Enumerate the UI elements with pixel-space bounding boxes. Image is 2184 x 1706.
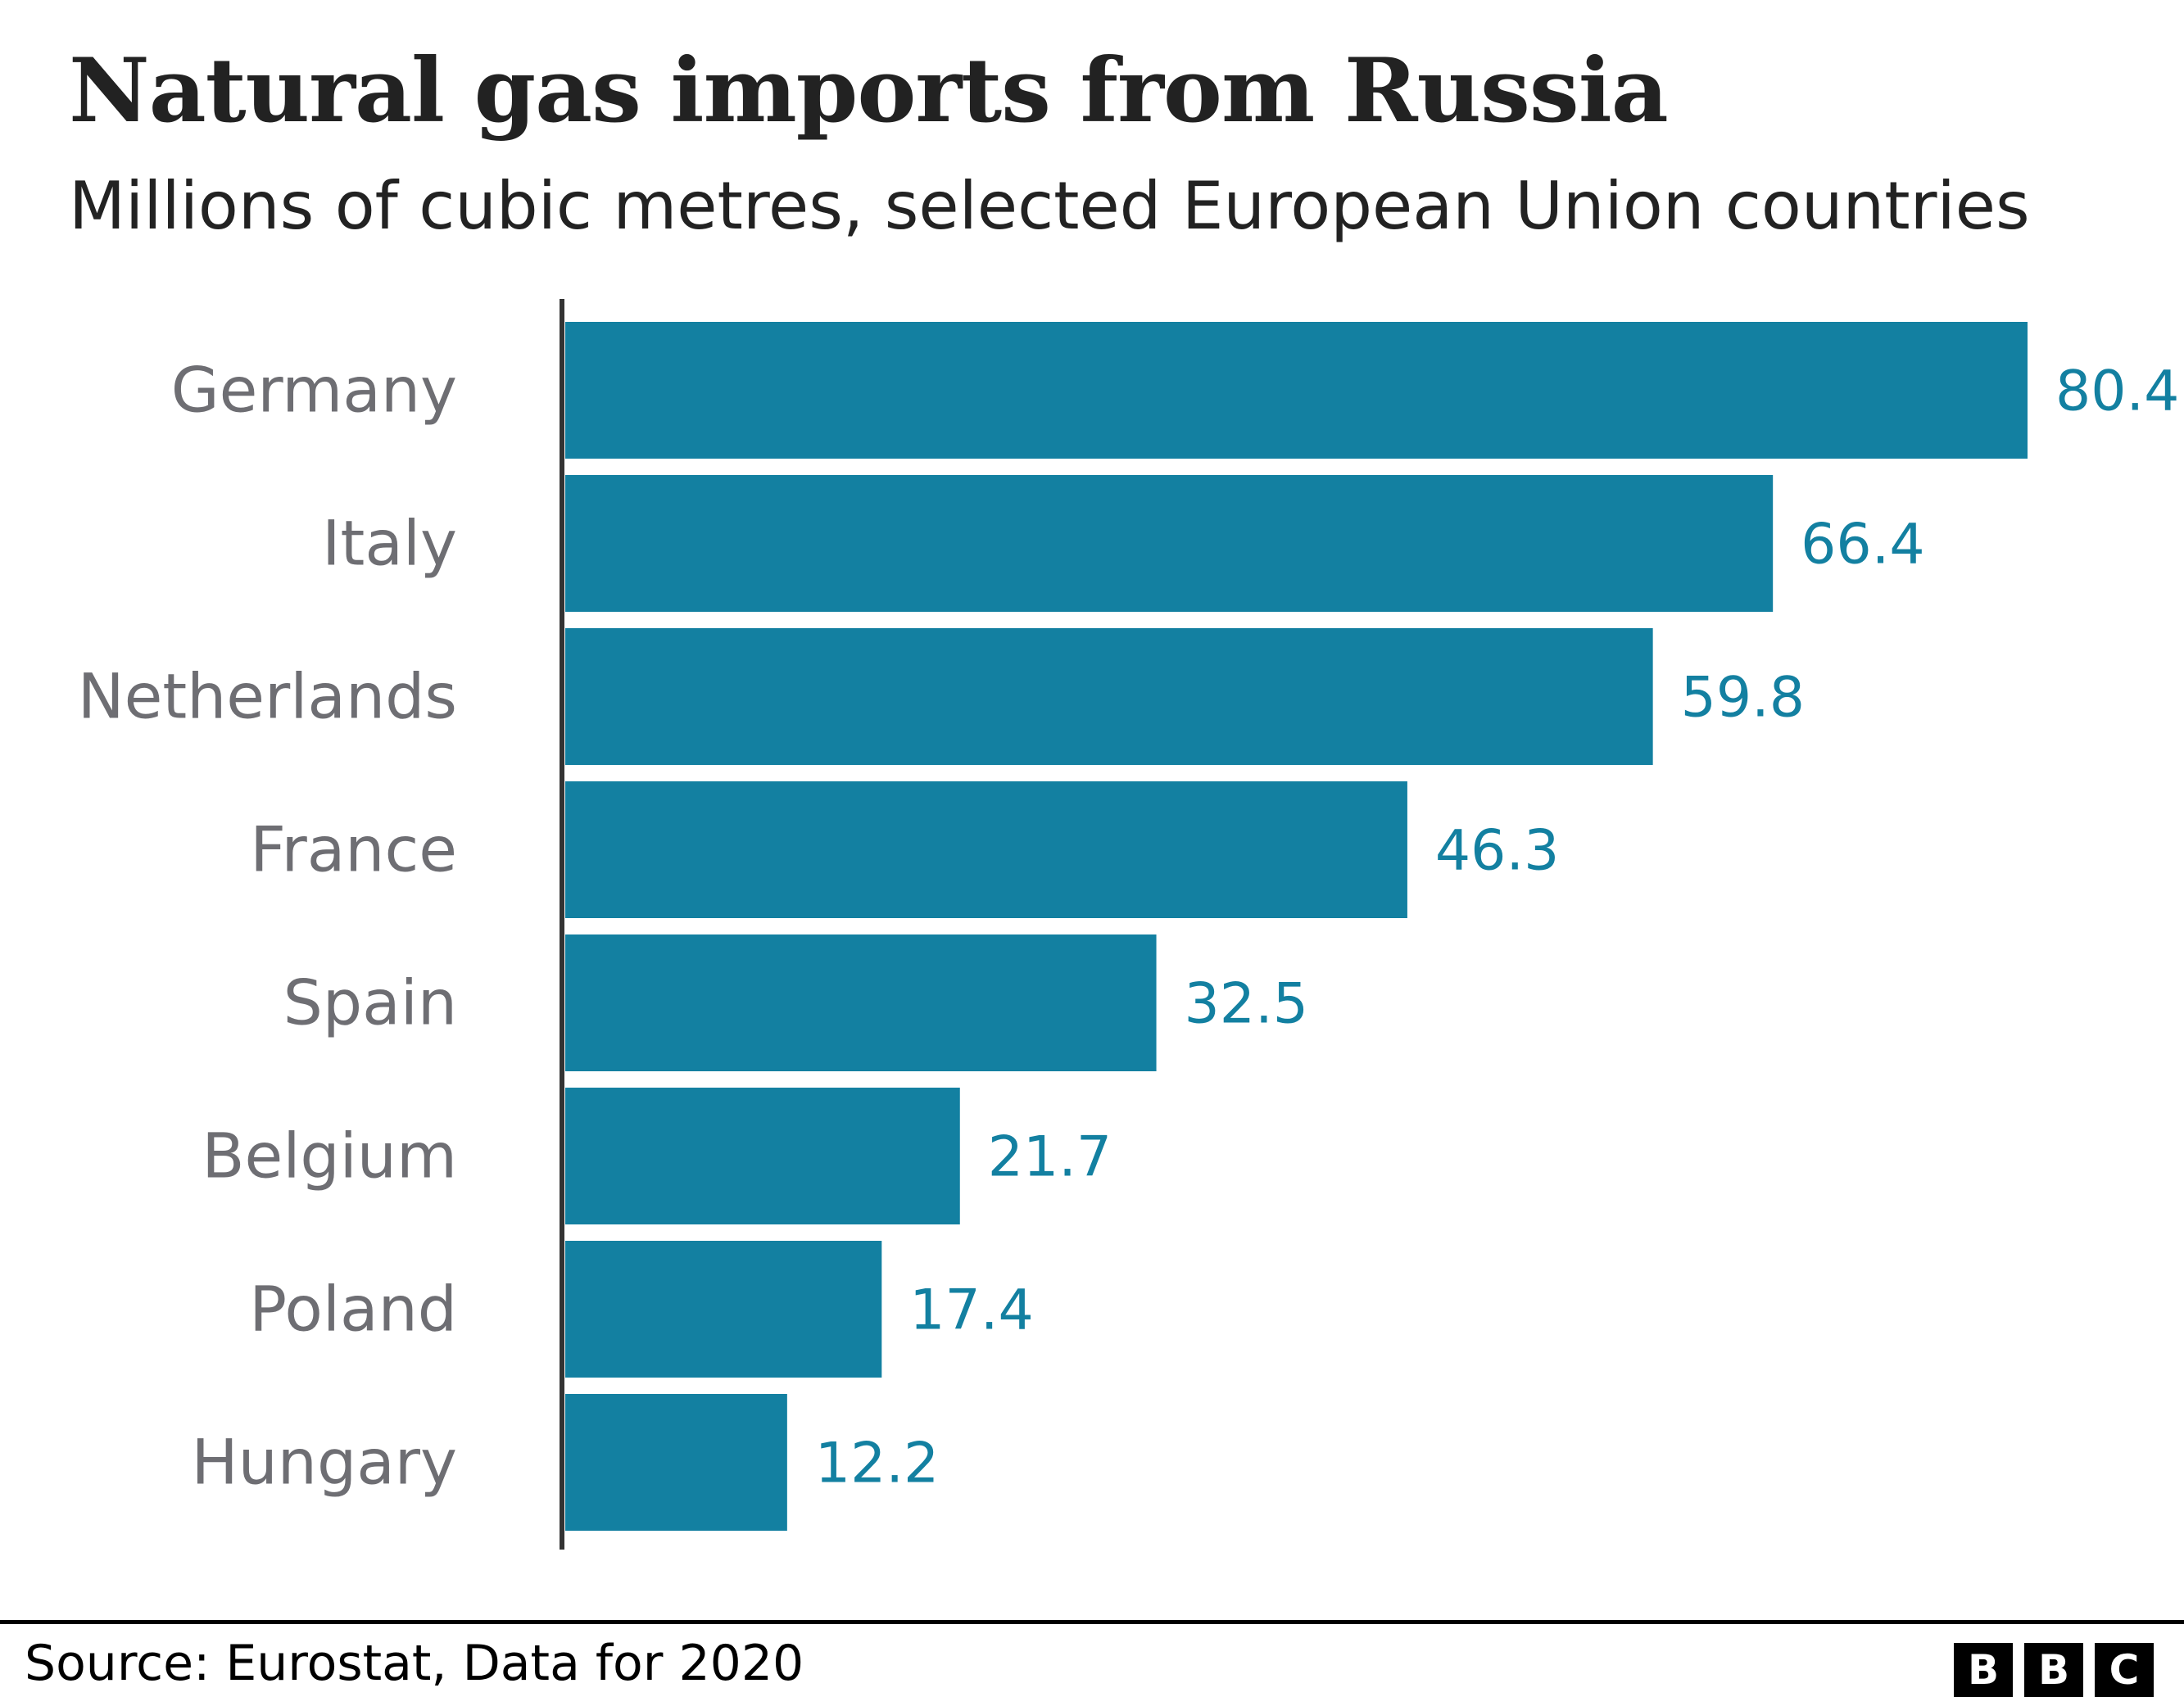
value-label: 17.4 (909, 1278, 1033, 1343)
category-label: Netherlands (78, 660, 457, 733)
logo-letter: B (1954, 1643, 2013, 1697)
bar-france (565, 781, 1407, 918)
bar-germany (565, 322, 2028, 459)
category-label: Germany (171, 354, 457, 427)
bar-belgium (565, 1088, 960, 1224)
bbc-logo: B B C (1954, 1643, 2154, 1697)
value-label: 80.4 (2055, 360, 2179, 424)
value-label: 12.2 (815, 1432, 939, 1496)
bar-italy (565, 475, 1774, 612)
chart-title: Natural gas imports from Russia (69, 39, 1669, 143)
bar-hungary (565, 1394, 787, 1531)
category-label: France (250, 813, 457, 886)
source-note: Source: Eurostat, Data for 2020 (25, 1635, 804, 1692)
chart-subtitle: Millions of cubic metres, selected Europ… (69, 168, 2030, 244)
category-label: Hungary (191, 1426, 457, 1499)
value-label: 66.4 (1801, 513, 1924, 577)
bar-poland (565, 1241, 882, 1378)
category-label: Spain (283, 966, 457, 1039)
category-label: Italy (322, 507, 457, 580)
footer-divider (0, 1620, 2184, 1624)
bar-chart: Germany 80.4 Italy 66.4 Netherlands 59.8 Franc… (78, 299, 2179, 1550)
logo-letter: C (2095, 1643, 2154, 1697)
logo-letter: B (2024, 1643, 2083, 1697)
value-label: 46.3 (1435, 819, 1559, 884)
bar-netherlands (565, 628, 1653, 765)
value-label: 32.5 (1185, 972, 1308, 1037)
value-label: 21.7 (988, 1125, 1112, 1190)
category-label: Belgium (202, 1120, 457, 1192)
bar-spain (565, 934, 1157, 1071)
value-label: 59.8 (1681, 666, 1805, 731)
category-label: Poland (249, 1273, 457, 1346)
